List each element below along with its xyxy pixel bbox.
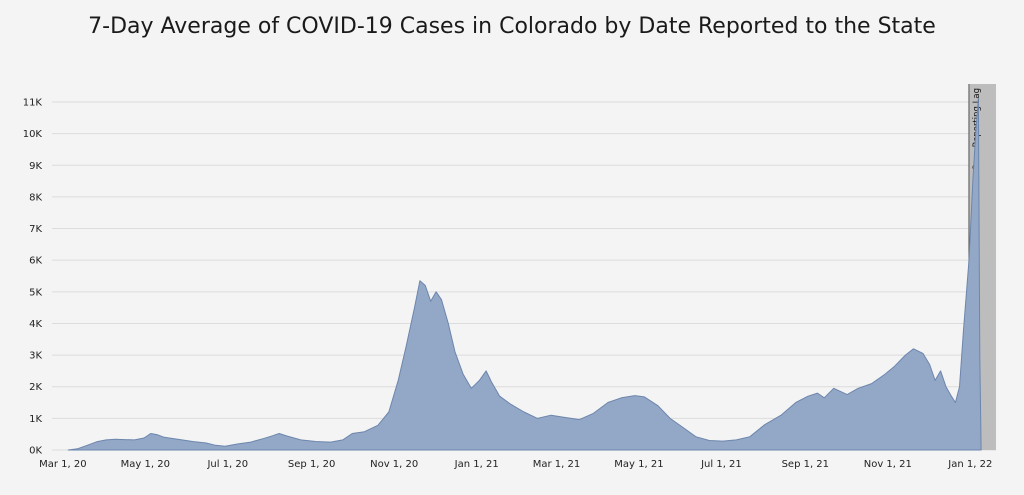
- y-tick-label: 11K: [23, 98, 43, 109]
- x-tick-label: Nov 1, 20: [370, 459, 418, 470]
- y-tick-label: 0K: [29, 446, 42, 457]
- x-tick-label: Jan 1, 22: [947, 459, 992, 470]
- x-axis-ticks: Mar 1, 20 May 1, 20 Jul 1, 20 Sep 1, 20 Nov …: [39, 459, 992, 470]
- x-tick-label: Jan 1, 21: [454, 459, 499, 470]
- x-tick-label: Jul 1, 20: [206, 459, 248, 470]
- y-tick-label: 8K: [29, 192, 42, 203]
- chart-title: 7-Day Average of COVID-19 Cases in Color…: [88, 14, 936, 39]
- y-tick-label: 6K: [29, 256, 42, 267]
- x-tick-label: Jul 1, 21: [700, 459, 742, 470]
- y-tick-label: 2K: [29, 382, 42, 393]
- x-tick-label: May 1, 21: [614, 459, 663, 470]
- x-tick-label: Mar 1, 21: [533, 459, 581, 470]
- cases-area: [67, 98, 982, 451]
- x-tick-label: Sep 1, 20: [288, 459, 335, 470]
- y-tick-label: 7K: [29, 224, 42, 235]
- y-tick-label: 3K: [29, 351, 42, 362]
- y-tick-label: 5K: [29, 287, 42, 298]
- y-axis-ticks: 0K 1K 2K 3K 4K 5K 6K 7K 8K 9K 10K 11K: [23, 98, 43, 457]
- gridlines: [52, 101, 996, 451]
- series-area: [67, 98, 982, 451]
- y-tick-label: 1K: [29, 414, 42, 425]
- y-tick-label: 9K: [29, 161, 42, 172]
- y-tick-label: 4K: [29, 319, 42, 330]
- x-tick-label: Sep 1, 21: [782, 459, 829, 470]
- x-tick-label: Nov 1, 21: [864, 459, 912, 470]
- y-tick-label: 10K: [23, 129, 43, 140]
- x-tick-label: May 1, 20: [121, 459, 170, 470]
- x-tick-label: Mar 1, 20: [39, 459, 87, 470]
